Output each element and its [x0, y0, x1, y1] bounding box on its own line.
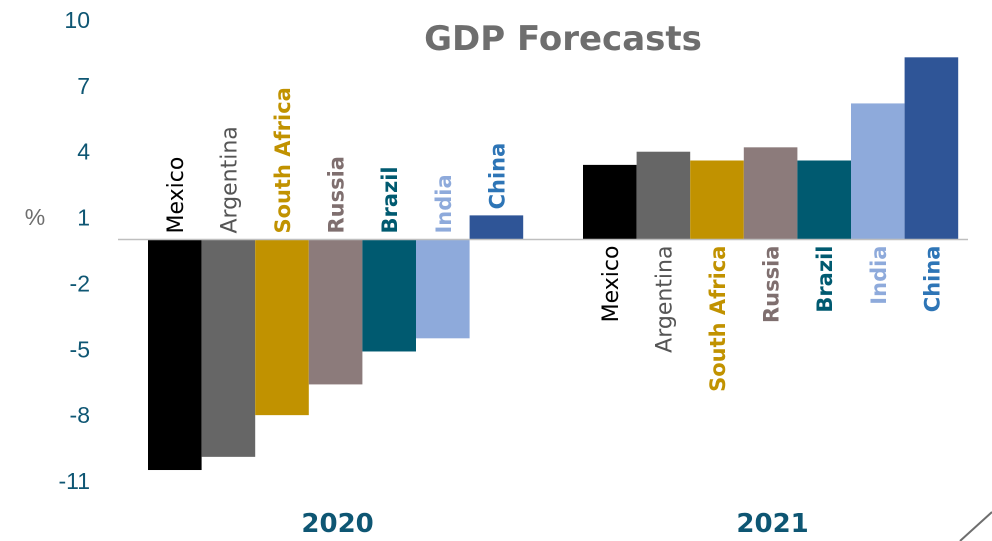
- category-label-brazil-2021: Brazil: [813, 246, 837, 313]
- y-axis-ticks: 10 7 4 1 -2 -5 -8 -11: [58, 7, 90, 494]
- chart-title: GDP Forecasts: [424, 19, 702, 59]
- bar-mexico-2020: [148, 239, 202, 471]
- bar-south-africa-2021: [690, 160, 744, 240]
- y-tick-label: 10: [64, 7, 90, 33]
- category-label-china-2021: China: [920, 246, 944, 313]
- category-label-russia-2021: Russia: [760, 246, 784, 324]
- group-labels: 2020 2021: [301, 509, 808, 539]
- category-label-south-africa-2020: South Africa: [271, 87, 295, 233]
- bar-india-2021: [851, 103, 905, 240]
- category-label-mexico-2020: Mexico: [164, 157, 189, 234]
- bar-south-africa-2020: [255, 239, 309, 416]
- bar-argentina-2020: [201, 239, 256, 457]
- bar-india-2020: [416, 239, 470, 339]
- bar-russia-2021: [743, 147, 798, 240]
- category-label-india-2020: India: [432, 174, 456, 233]
- bars: [148, 57, 959, 471]
- category-label-india-2021: India: [867, 246, 891, 305]
- group-label-2021: 2021: [736, 509, 808, 539]
- category-label-argentina-2021: Argentina: [652, 246, 677, 353]
- y-tick-label: 7: [77, 73, 90, 99]
- bar-china-2021: [904, 57, 959, 240]
- bar-china-2020: [469, 215, 524, 240]
- bar-argentina-2021: [636, 151, 691, 240]
- y-tick-label: 1: [77, 205, 90, 231]
- category-label-russia-2020: Russia: [325, 156, 349, 234]
- y-tick-label: -2: [70, 270, 90, 296]
- category-labels: Mexico Argentina South Africa Russia Brazil I…: [164, 87, 945, 392]
- bar-brazil-2021: [797, 160, 851, 240]
- y-axis-label: %: [25, 204, 45, 230]
- y-tick-label: -5: [70, 336, 90, 362]
- category-label-brazil-2020: Brazil: [378, 166, 402, 233]
- y-tick-label: 4: [77, 139, 90, 165]
- bar-mexico-2021: [583, 164, 637, 240]
- bar-russia-2020: [308, 239, 363, 385]
- category-label-south-africa-2021: South Africa: [706, 246, 730, 392]
- y-tick-label: -8: [70, 402, 90, 428]
- corner-decoration-line: [959, 511, 992, 541]
- category-label-argentina-2020: Argentina: [217, 126, 242, 233]
- category-label-china-2020: China: [485, 143, 509, 210]
- group-label-2020: 2020: [301, 509, 373, 539]
- bar-brazil-2020: [362, 239, 416, 352]
- y-tick-label: -11: [58, 468, 90, 494]
- category-label-mexico-2021: Mexico: [599, 246, 624, 323]
